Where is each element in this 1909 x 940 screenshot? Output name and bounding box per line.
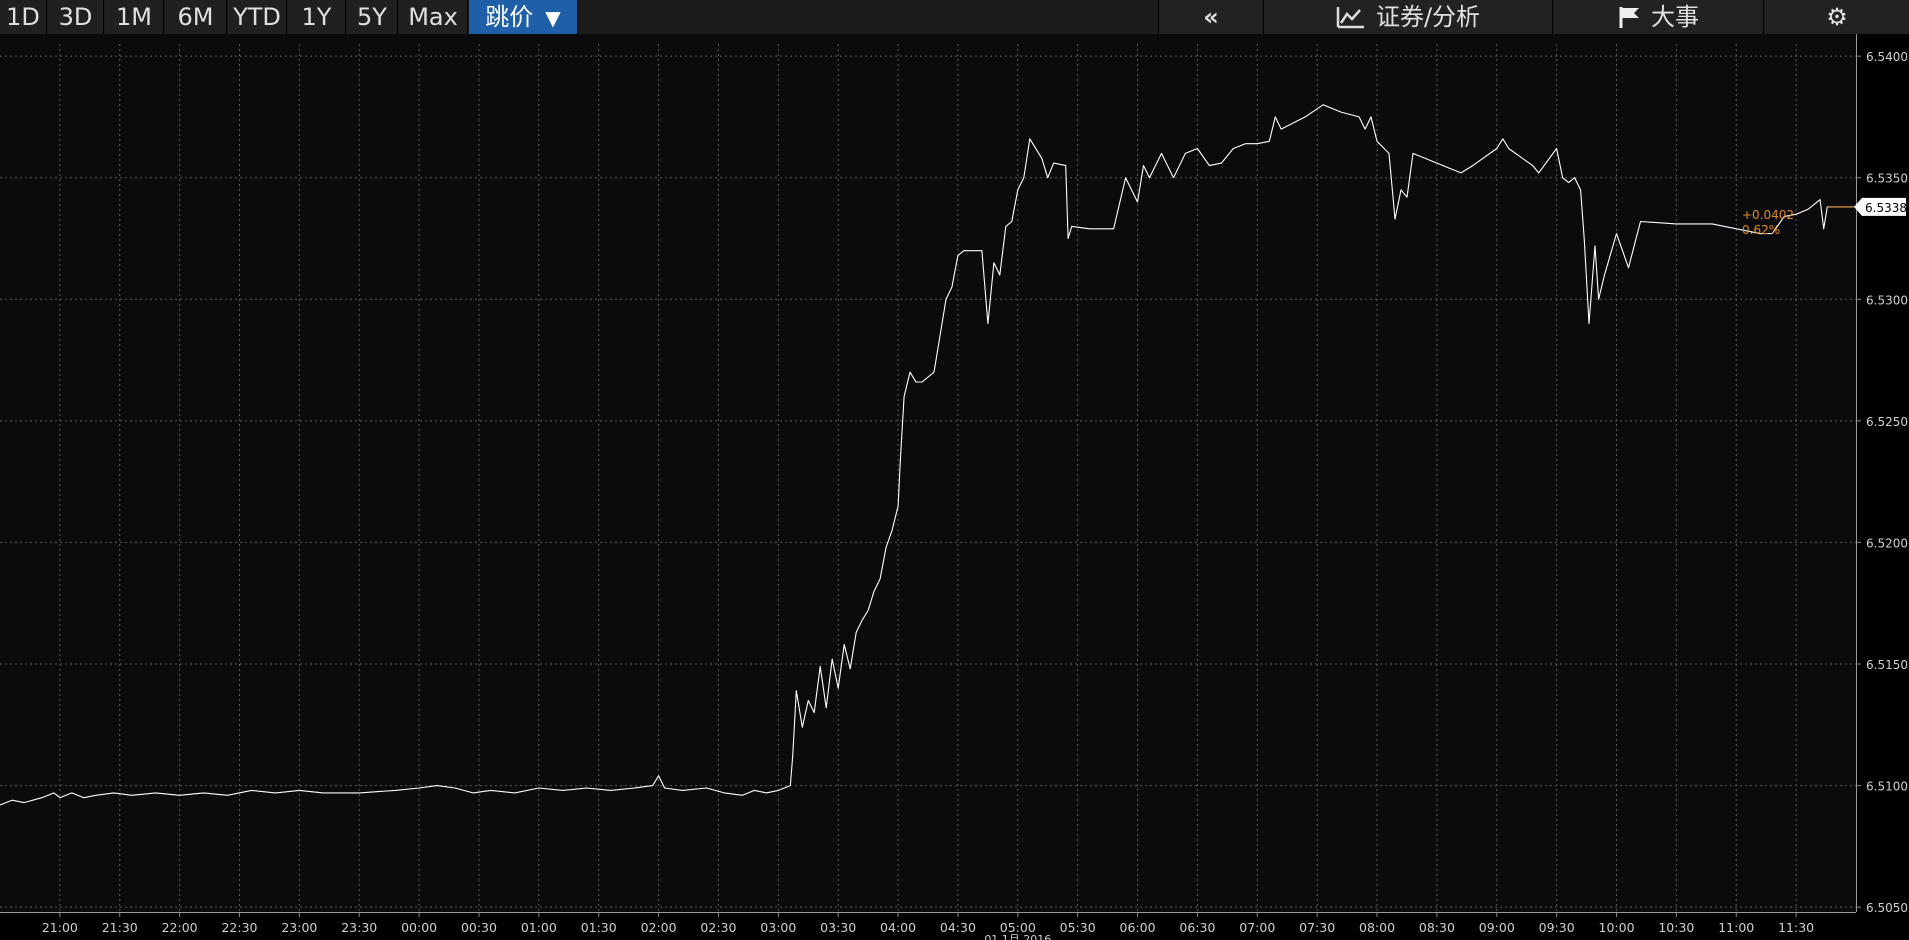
x-tick-label: 11:00 xyxy=(1718,920,1754,935)
double-chevron-left-icon[interactable]: « xyxy=(1158,0,1263,34)
gear-icon[interactable]: ⚙ xyxy=(1763,0,1909,34)
analysis-button[interactable]: 证券/分析 xyxy=(1263,0,1552,34)
x-tick-label: 03:30 xyxy=(820,920,856,935)
chevron-down-icon: ▼ xyxy=(545,6,561,30)
y-tick-label: 6.5050 xyxy=(1866,901,1908,915)
range-tab-1y[interactable]: 1Y xyxy=(288,0,346,34)
y-tick-label: 6.5100 xyxy=(1866,780,1908,794)
x-tick-label: 08:30 xyxy=(1419,920,1455,935)
x-tick-label: 02:00 xyxy=(641,920,677,935)
y-tick-label: 6.5200 xyxy=(1866,536,1908,550)
x-tick-label: 22:00 xyxy=(162,920,198,935)
x-tick-label: 10:30 xyxy=(1658,920,1694,935)
chart-analysis-icon xyxy=(1336,7,1364,29)
x-tick-label: 01:00 xyxy=(521,920,557,935)
x-axis-panel xyxy=(0,912,1856,940)
price-series-line xyxy=(0,104,1856,806)
range-tab-1m[interactable]: 1M xyxy=(105,0,164,34)
y-tick-label: 6.5350 xyxy=(1866,172,1908,186)
range-tab-ytd[interactable]: YTD xyxy=(228,0,287,34)
x-tick-label: 07:00 xyxy=(1239,920,1275,935)
y-axis-panel xyxy=(1856,34,1909,940)
x-tick-label: 03:00 xyxy=(760,920,796,935)
last-value-label: 6.5338 xyxy=(1865,201,1907,215)
x-date-label: 01 1月 2016 xyxy=(984,933,1051,940)
x-tick-label: 05:30 xyxy=(1060,920,1096,935)
analysis-label: 证券/分析 xyxy=(1375,3,1481,31)
x-tick-label: 00:00 xyxy=(401,920,437,935)
events-label: 大事 xyxy=(1651,3,1699,31)
x-tick-label: 02:30 xyxy=(700,920,736,935)
x-tick-label: 04:00 xyxy=(880,920,916,935)
y-tick-label: 6.5400 xyxy=(1866,50,1908,64)
x-tick-label: 06:00 xyxy=(1120,920,1156,935)
chart-type-dropdown[interactable]: 跳价 ▼ xyxy=(469,0,578,34)
y-tick-label: 6.5250 xyxy=(1866,415,1908,429)
x-tick-label: 11:30 xyxy=(1778,920,1814,935)
x-tick-label: 21:30 xyxy=(102,920,138,935)
range-tab-6m[interactable]: 6M xyxy=(165,0,227,34)
last-value-badge xyxy=(1854,197,1906,216)
range-tab-max[interactable]: Max xyxy=(399,0,468,34)
x-tick-label: 01:30 xyxy=(581,920,617,935)
x-tick-label: 06:30 xyxy=(1179,920,1215,935)
x-tick-label: 04:30 xyxy=(940,920,976,935)
x-tick-label: 09:30 xyxy=(1539,920,1575,935)
change-pct-label: 0.62% xyxy=(1742,223,1780,237)
x-tick-label: 22:30 xyxy=(221,920,257,935)
top-toolbar: 1D 3D 1M 6M YTD 1Y 5Y Max 跳价 ▼ « 证券/分析 大事 ⚙ xyxy=(0,0,1909,34)
x-tick-label: 10:00 xyxy=(1599,920,1635,935)
price-chart: 21:00 21:30 22:00 22:30 23:00 23:30 00:00 00:30… xyxy=(0,34,1909,940)
x-tick-label: 23:30 xyxy=(341,920,377,935)
y-tick-label: 6.5300 xyxy=(1866,293,1908,307)
x-tick-label: 21:00 xyxy=(42,920,78,935)
y-tick-label: 6.5150 xyxy=(1866,658,1908,672)
x-tick-label: 07:30 xyxy=(1299,920,1335,935)
x-tick-label: 23:00 xyxy=(281,920,317,935)
change-label: +0.0402 xyxy=(1742,208,1794,222)
plot-background xyxy=(0,34,1909,940)
range-tab-1d[interactable]: 1D xyxy=(0,0,47,34)
range-tab-3d[interactable]: 3D xyxy=(48,0,104,34)
range-tab-5y[interactable]: 5Y xyxy=(347,0,398,34)
x-tick-label: 08:00 xyxy=(1359,920,1395,935)
x-tick-label: 00:30 xyxy=(461,920,497,935)
x-tick-label: 09:00 xyxy=(1479,920,1515,935)
chart-type-label: 跳价 xyxy=(485,3,534,31)
events-button[interactable]: 大事 xyxy=(1552,0,1763,34)
x-tick-label: 05:00 xyxy=(1000,920,1036,935)
flag-icon xyxy=(1619,7,1639,28)
